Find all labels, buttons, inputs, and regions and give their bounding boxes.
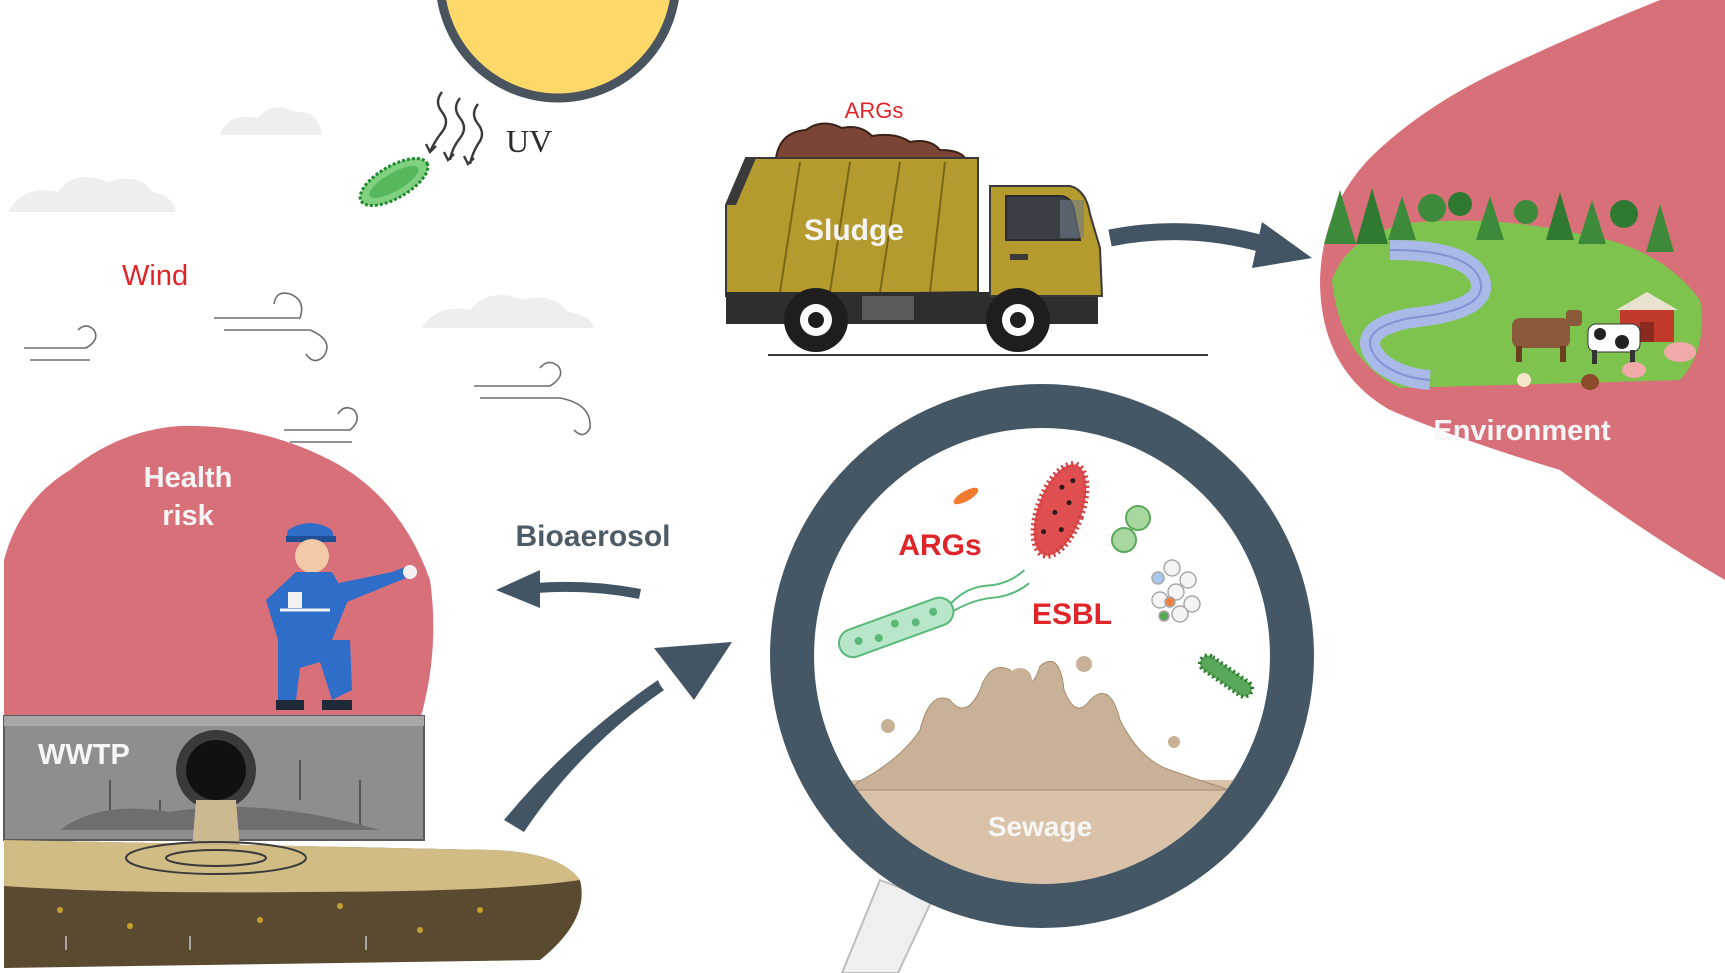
uv-rays (424, 91, 484, 167)
sludge-args-label: ARGs (845, 98, 904, 123)
sewage-splash (848, 661, 1231, 791)
wheel-rear (784, 288, 848, 352)
bacterium-cluster (1151, 559, 1201, 623)
bacterium-red (1030, 461, 1090, 559)
esbl-label: ESBL (1032, 598, 1112, 631)
args-label: ARGs (898, 529, 981, 562)
environment-label: Environment (1433, 415, 1611, 447)
cloud-2 (8, 176, 176, 212)
clouds (8, 107, 594, 328)
health-risk-label-line1: Health (144, 462, 233, 494)
sun (437, 0, 679, 103)
wwtp-label: WWTP (38, 739, 130, 771)
uv-bacterium (358, 156, 430, 208)
wind-label: Wind (122, 260, 188, 292)
ground (4, 840, 582, 968)
sludge-load (774, 122, 968, 162)
arrow-to-environment (1108, 222, 1312, 268)
arrow-bioaerosol (496, 570, 641, 608)
wind-swirls (24, 292, 591, 443)
sludge-truck (725, 122, 1208, 356)
wwtp-structure (3, 715, 425, 850)
forest (1324, 188, 1674, 252)
uv-label: UV (506, 123, 552, 159)
worker (266, 523, 417, 710)
cloud-3 (422, 294, 594, 328)
cow-spotted (1587, 323, 1641, 364)
bacterium-green-rod (838, 569, 1030, 659)
chicken (1581, 374, 1599, 390)
bioaerosol-label: Bioaerosol (515, 520, 670, 553)
cloud-1 (220, 107, 322, 135)
magnifier (770, 384, 1314, 973)
bacterium-orange (953, 487, 979, 505)
sludge-label: Sludge (804, 214, 904, 247)
arrow-to-sewage (504, 642, 732, 832)
pig (1664, 342, 1696, 362)
cow-brown (1512, 310, 1582, 362)
bacterium-diplococcus (1111, 505, 1151, 553)
wheel-front (986, 288, 1050, 352)
environment-zone (1320, 0, 1725, 580)
bacterium-small-green (1197, 653, 1255, 699)
health-risk-label-line2: risk (162, 500, 214, 532)
sewage-label: Sewage (988, 811, 1092, 842)
